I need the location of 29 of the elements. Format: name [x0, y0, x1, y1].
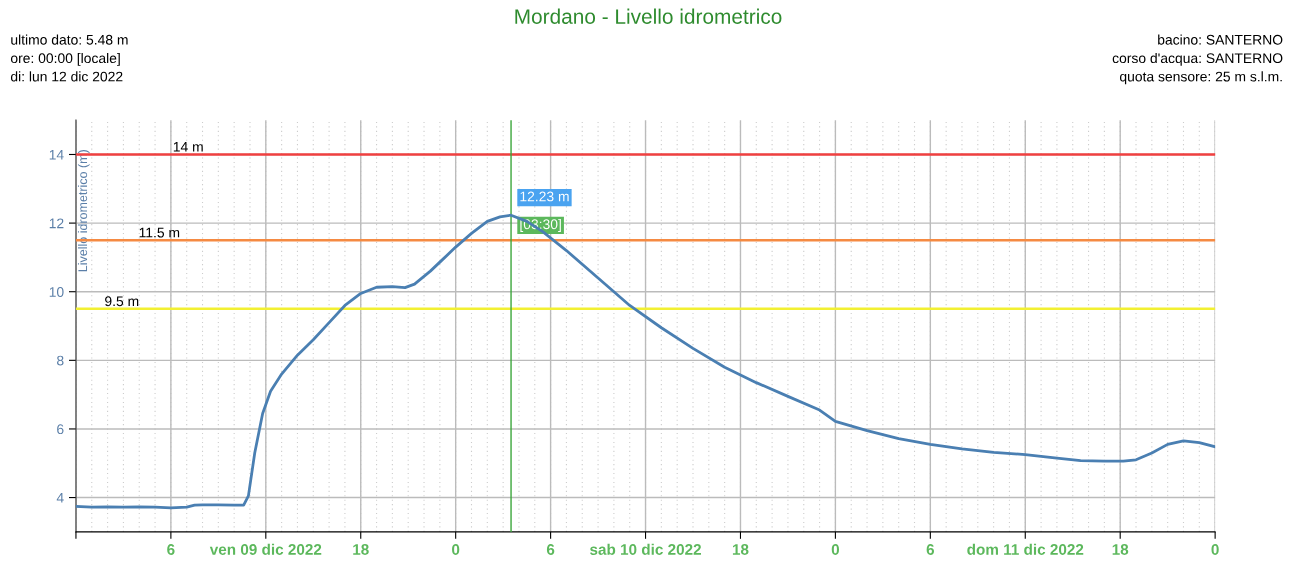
- ref-line-label: 14 m: [173, 142, 203, 152]
- y-tick-label: 12: [49, 218, 64, 229]
- x-tick-label: dom 11 dic 2022: [967, 543, 1084, 555]
- chart-title: Mordano - Livello idrometrico: [515, 8, 782, 24]
- text: ore: 00:00 [locale]: [10, 52, 120, 66]
- x-tick-label: 6: [926, 544, 935, 555]
- y-tick-label: 4: [56, 493, 64, 503]
- ref-line-label: 11.5 m: [139, 227, 180, 238]
- x-tick-label: 18: [1112, 544, 1129, 555]
- text: ultimo dato: 5.48 m: [11, 34, 128, 45]
- x-tick-label: 0: [1211, 544, 1219, 555]
- x-tick-label: 0: [452, 544, 460, 555]
- text: quota sensore: 25 m s.l.m.: [1119, 71, 1282, 85]
- y-tick-label: 6: [57, 424, 64, 435]
- text: bacino: SANTERNO: [1158, 34, 1283, 45]
- y-tick-label: 10: [49, 287, 64, 297]
- ref-line-label: 9.5 m: [105, 296, 139, 307]
- y-tick-label: 8: [57, 355, 64, 366]
- x-tick-label: ven 09 dic 2022: [209, 543, 322, 555]
- text: corso d'acqua: SANTERNO: [1112, 52, 1283, 66]
- y-tick-label: 14: [49, 149, 64, 160]
- x-tick-label: 18: [732, 544, 749, 555]
- x-tick-label: 6: [546, 544, 555, 555]
- x-tick-label: sab 10 dic 2022: [590, 543, 701, 555]
- x-tick-label: 0: [831, 544, 840, 555]
- annotation: 12.23 m: [520, 191, 569, 202]
- x-tick-label: 18: [353, 544, 369, 555]
- text: di: lun 12 dic 2022: [10, 71, 123, 82]
- x-tick-label: 6: [167, 544, 175, 555]
